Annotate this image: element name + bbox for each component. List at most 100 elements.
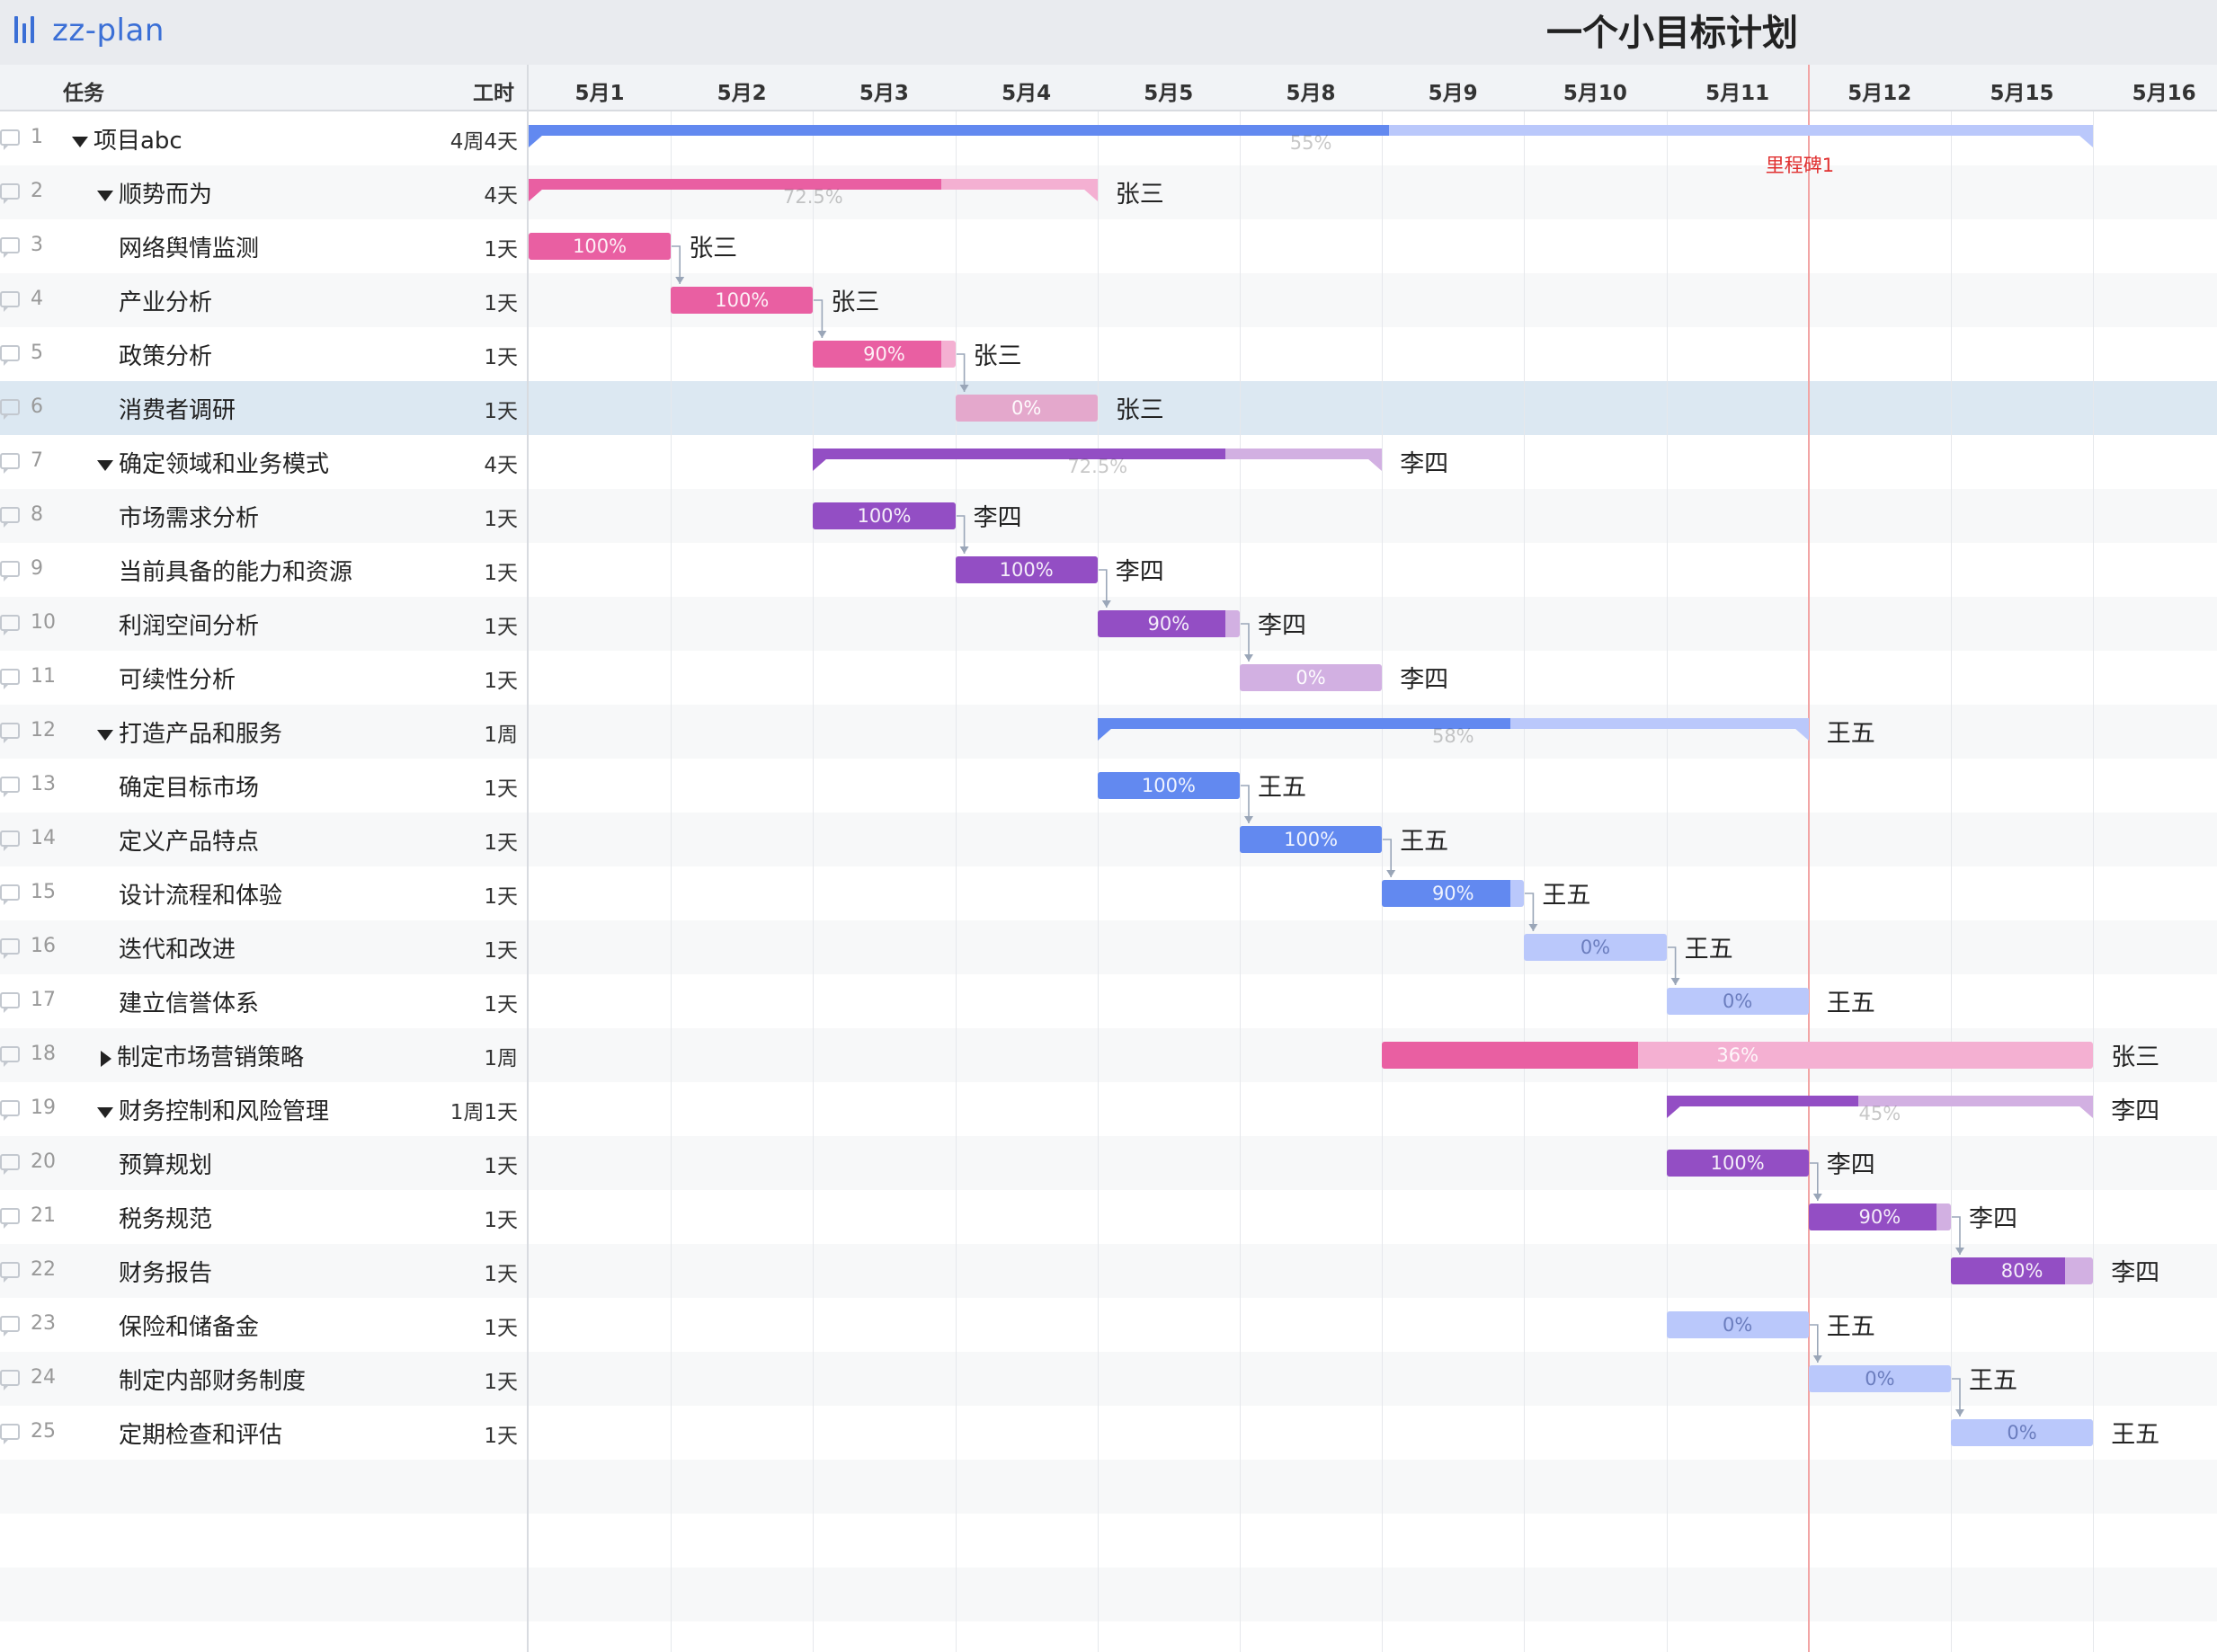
comment-icon[interactable] (0, 830, 20, 851)
caret-down-icon[interactable] (97, 459, 113, 471)
task-bar[interactable]: 90% (813, 341, 956, 368)
task-bar[interactable]: 100% (671, 287, 814, 314)
caret-down-icon[interactable] (72, 136, 88, 147)
task-bar[interactable]: 100% (813, 502, 956, 529)
comment-icon[interactable] (0, 777, 20, 797)
task-bar[interactable]: 0% (1666, 988, 1809, 1015)
table-row[interactable]: 1 项目abc 4周4天 (0, 111, 2217, 165)
comment-icon[interactable] (0, 1316, 20, 1337)
task-name-cell[interactable]: 预算规划 (119, 1147, 212, 1180)
table-row[interactable]: 7 确定领域和业务模式 4天 (0, 435, 2217, 489)
comment-icon[interactable] (0, 561, 20, 582)
summary-bar[interactable]: 55% (529, 125, 2094, 154)
comment-icon[interactable] (0, 345, 20, 366)
comment-icon[interactable] (0, 291, 20, 312)
table-row[interactable]: 16 迭代和改进 1天 (0, 920, 2217, 974)
task-name-cell[interactable]: 定义产品特点 (119, 823, 259, 857)
comment-icon[interactable] (0, 669, 20, 689)
summary-bar[interactable]: 72.5% (813, 449, 1383, 477)
comment-icon[interactable] (0, 884, 20, 905)
milestone-label[interactable]: 里程碑1 (1765, 155, 1835, 176)
app-logo[interactable]: zz-plan (13, 13, 165, 49)
summary-bar[interactable]: 58% (1097, 718, 1809, 747)
task-name-cell[interactable]: 制定市场营销策略 (97, 1039, 304, 1072)
table-row[interactable]: 5 政策分析 1天 (0, 327, 2217, 381)
task-name-cell[interactable]: 消费者调研 (119, 392, 236, 425)
comment-icon[interactable] (0, 615, 20, 635)
comment-icon[interactable] (0, 1208, 20, 1229)
comment-icon[interactable] (0, 1154, 20, 1175)
table-row[interactable]: 22 财务报告 1天 (0, 1244, 2217, 1298)
table-row[interactable]: 19 财务控制和风险管理 1周1天 (0, 1082, 2217, 1136)
task-name-cell[interactable]: 可续性分析 (119, 662, 236, 695)
task-name-cell[interactable]: 设计流程和体验 (119, 877, 282, 910)
task-name-cell[interactable]: 税务规范 (119, 1201, 212, 1234)
table-row[interactable]: 25 定期检查和评估 1天 (0, 1406, 2217, 1460)
task-name-cell[interactable]: 迭代和改进 (119, 931, 236, 964)
grid-divider[interactable] (527, 65, 529, 1652)
task-name-cell[interactable]: 确定目标市场 (119, 769, 259, 803)
comment-icon[interactable] (0, 938, 20, 959)
task-name-cell[interactable]: 政策分析 (119, 338, 212, 371)
task-name-cell[interactable]: 打造产品和服务 (97, 715, 282, 749)
comment-icon[interactable] (0, 453, 20, 474)
table-row[interactable]: 11 可续性分析 1天 (0, 651, 2217, 705)
task-name-cell[interactable]: 保险和储备金 (119, 1309, 259, 1342)
task-bar[interactable]: 90% (1097, 610, 1240, 637)
task-bar[interactable]: 0% (1666, 1311, 1809, 1338)
caret-right-icon[interactable] (101, 1050, 111, 1067)
comment-icon[interactable] (0, 723, 20, 743)
caret-down-icon[interactable] (97, 1106, 113, 1118)
table-row[interactable]: 20 预算规划 1天 (0, 1136, 2217, 1190)
task-bar[interactable]: 0% (955, 395, 1098, 422)
table-row[interactable]: 13 确定目标市场 1天 (0, 759, 2217, 813)
caret-down-icon[interactable] (97, 729, 113, 741)
task-name-cell[interactable]: 确定领域和业务模式 (97, 446, 329, 479)
comment-icon[interactable] (0, 1424, 20, 1444)
task-name-cell[interactable]: 建立信誉体系 (119, 985, 259, 1018)
table-row[interactable]: 14 定义产品特点 1天 (0, 813, 2217, 866)
summary-bar[interactable]: 72.5% (529, 179, 1098, 208)
caret-down-icon[interactable] (97, 190, 113, 201)
task-bar[interactable]: 0% (1951, 1419, 2094, 1446)
task-bar[interactable]: 100% (529, 233, 672, 260)
milestone-line[interactable] (1807, 65, 1810, 1652)
task-bar[interactable]: 100% (1666, 1150, 1809, 1177)
comment-icon[interactable] (0, 183, 20, 204)
comment-icon[interactable] (0, 129, 20, 150)
task-bar[interactable]: 90% (1808, 1203, 1951, 1230)
task-name-cell[interactable]: 财务控制和风险管理 (97, 1093, 329, 1126)
table-row[interactable]: 23 保险和储备金 1天 (0, 1298, 2217, 1352)
task-name-cell[interactable]: 当前具备的能力和资源 (119, 554, 352, 587)
comment-icon[interactable] (0, 1262, 20, 1283)
comment-icon[interactable] (0, 1370, 20, 1390)
summary-bar[interactable]: 45% (1666, 1096, 2094, 1124)
task-bar[interactable]: 0% (1524, 934, 1667, 961)
task-bar[interactable]: 90% (1382, 880, 1525, 907)
table-row[interactable]: 15 设计流程和体验 1天 (0, 866, 2217, 920)
table-row[interactable]: 4 产业分析 1天 (0, 273, 2217, 327)
table-row[interactable]: 3 网络舆情监测 1天 (0, 219, 2217, 273)
table-row[interactable]: 6 消费者调研 1天 (0, 381, 2217, 435)
table-row[interactable]: 17 建立信誉体系 1天 (0, 974, 2217, 1028)
table-row[interactable]: 8 市场需求分析 1天 (0, 489, 2217, 543)
table-row[interactable]: 21 税务规范 1天 (0, 1190, 2217, 1244)
task-name-cell[interactable]: 产业分析 (119, 284, 212, 317)
comment-icon[interactable] (0, 237, 20, 258)
comment-icon[interactable] (0, 1100, 20, 1121)
task-name-cell[interactable]: 市场需求分析 (119, 500, 259, 533)
table-row[interactable]: 2 顺势而为 4天 (0, 165, 2217, 219)
task-name-cell[interactable]: 定期检查和评估 (119, 1417, 282, 1450)
task-name-cell[interactable]: 网络舆情监测 (119, 230, 259, 263)
task-bar[interactable]: 0% (1240, 664, 1383, 691)
comment-icon[interactable] (0, 399, 20, 420)
task-bar[interactable]: 0% (1808, 1365, 1951, 1392)
task-bar[interactable]: 100% (955, 556, 1098, 583)
column-header-task[interactable]: 任务 (63, 82, 104, 105)
task-name-cell[interactable]: 利润空间分析 (119, 608, 259, 641)
task-name-cell[interactable]: 顺势而为 (97, 176, 212, 209)
task-name-cell[interactable]: 项目abc (72, 122, 183, 155)
column-header-work[interactable]: 工时 (473, 82, 514, 105)
comment-icon[interactable] (0, 992, 20, 1013)
task-bar[interactable]: 80% (1951, 1257, 2094, 1284)
